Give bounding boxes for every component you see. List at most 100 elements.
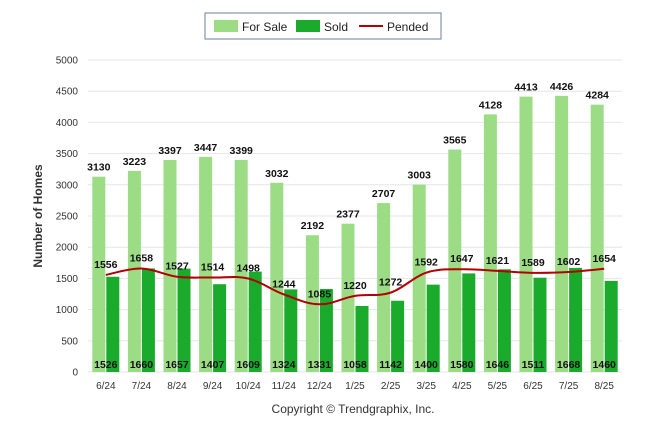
data-label-pended: 1514 [201,262,225,274]
data-label-sold: 1660 [130,359,154,371]
data-label-for-sale: 3003 [408,170,432,182]
y-tick-label: 2000 [56,243,79,254]
data-label-for-sale: 3130 [87,162,111,174]
y-tick-label: 2500 [56,212,79,223]
legend-swatch-for-sale [214,20,238,32]
legend-box [204,12,442,40]
x-axis-ticks: 6/24 7/24 8/24 9/24 10/24 11/24 12/24 1/25 2/25 3… [96,381,614,392]
x-tick-label: 7/25 [559,381,579,392]
y-tick-label: 0 [72,368,78,379]
y-tick-label: 3500 [56,149,79,160]
data-label-for-sale: 4413 [514,82,538,94]
bar-sold [391,300,405,372]
bar-sold [426,284,440,372]
bar-sold [248,271,262,372]
data-label-for-sale: 2377 [336,209,360,221]
x-tick-label: 9/24 [203,381,223,392]
bar-for-sale [234,159,248,372]
gridlines [88,59,622,373]
data-label-pended: 1589 [521,257,545,269]
bar-sold [284,289,298,372]
y-tick-label: 4000 [56,118,79,129]
x-tick-label: 1/25 [345,381,365,392]
x-tick-label: 7/24 [132,381,152,392]
x-tick-label: 4/25 [452,381,472,392]
x-tick-label: 8/24 [167,381,187,392]
data-label-sold: 1142 [379,359,402,371]
data-label-for-sale: 4426 [550,81,574,93]
data-label-for-sale: 4284 [586,90,610,102]
data-label-pended: 1602 [557,256,581,268]
y-tick-label: 1000 [56,305,79,316]
y-tick-label: 4500 [56,87,79,98]
data-label-sold: 1400 [415,359,439,371]
bar-sold [355,305,369,372]
legend-label-pended[interactable]: Pended [387,20,428,34]
data-label-for-sale: 4128 [479,99,503,111]
legend-label-for-sale[interactable]: For Sale [242,20,288,34]
data-label-pended: 1654 [593,253,617,265]
bar-for-sale [163,160,177,372]
bar-sold [569,267,583,372]
bar-for-sale [412,184,426,372]
data-label-pended: 1220 [343,280,367,292]
y-tick-label: 5000 [56,56,79,67]
x-tick-label: 6/25 [523,381,543,392]
data-label-for-sale: 3447 [194,142,218,154]
copyright-text: Copyright © Trendgraphix, Inc. [272,402,435,416]
data-label-sold: 1609 [237,359,261,371]
bar-for-sale [448,149,462,372]
legend-swatch-sold [296,20,320,32]
data-label-for-sale: 2192 [301,220,325,232]
bar-for-sale [127,170,141,372]
data-label-sold: 1331 [308,359,332,371]
data-label-pended: 1244 [272,278,296,290]
data-label-sold: 1526 [94,359,118,371]
data-label-pended: 1592 [415,257,439,269]
data-label-sold: 1657 [165,359,189,371]
data-label-pended: 1085 [308,288,332,300]
data-label-for-sale: 3397 [158,145,182,157]
data-label-for-sale: 2707 [372,188,396,200]
bar-sold [213,284,227,372]
data-label-sold: 1646 [486,359,510,371]
data-label-for-sale: 3032 [265,168,289,180]
y-tick-label: 500 [61,336,78,347]
legend[interactable]: For Sale Sold Pended [204,12,442,40]
x-tick-label: 5/25 [488,381,508,392]
bar-for-sale [555,95,569,372]
data-label-pended: 1647 [450,253,474,265]
bar-for-sale [519,96,533,373]
y-tick-label: 1500 [56,274,79,285]
data-label-sold: 1407 [201,359,225,371]
bar-sold [604,280,618,372]
bar-for-sale [377,203,391,372]
x-tick-label: 12/24 [307,381,332,392]
data-label-for-sale: 3399 [230,145,254,157]
data-label-sold: 1580 [450,359,474,371]
x-tick-label: 10/24 [236,381,261,392]
y-tick-label: 3000 [56,180,79,191]
bar-for-sale [483,114,497,372]
bar-for-sale [199,156,213,372]
bar-sold [497,269,511,372]
data-label-pended: 1498 [237,263,261,275]
y-axis-ticks: 0 500 1000 1500 2000 2500 3000 3500 4000 4500 5000 [56,56,79,379]
data-label-for-sale: 3223 [123,156,147,168]
data-label-pended: 1658 [130,253,154,265]
data-label-sold: 1460 [593,359,617,371]
data-label-sold: 1668 [557,359,581,371]
bar-for-sale [270,182,284,372]
legend-label-sold[interactable]: Sold [324,20,348,34]
bar-sold [533,277,547,372]
data-label-pended: 1556 [94,259,118,271]
bar-for-sale [590,104,604,372]
data-label-sold: 1511 [522,359,545,371]
x-tick-label: 2/25 [381,381,401,392]
x-tick-label: 11/24 [272,381,297,392]
pended-line [105,267,605,306]
bar-sold [319,288,333,372]
data-label-pended: 1621 [486,255,510,267]
